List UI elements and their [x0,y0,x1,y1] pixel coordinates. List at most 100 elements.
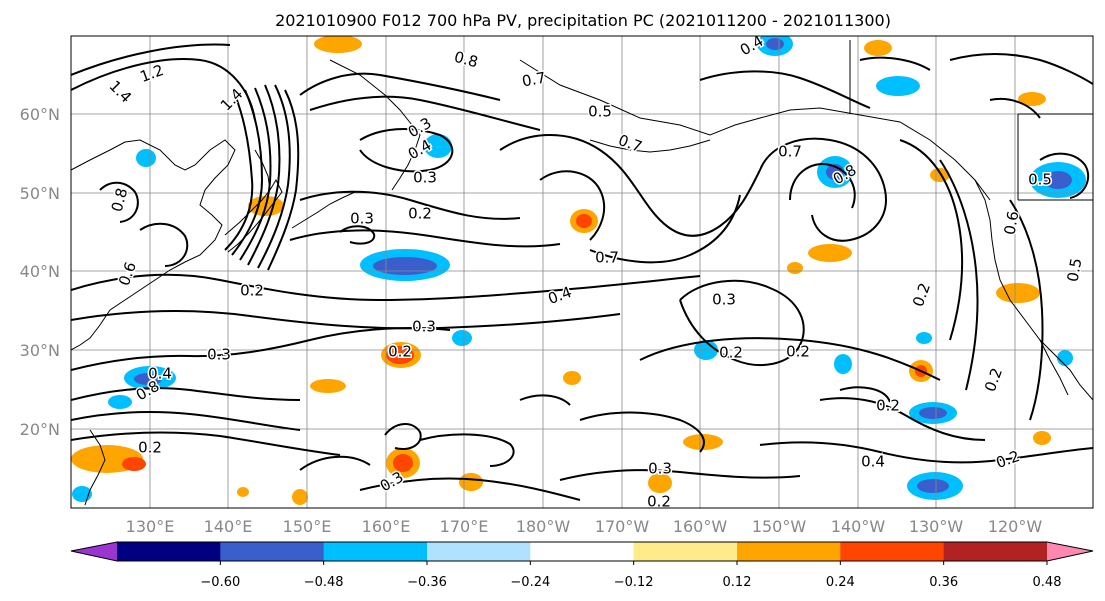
precip-neg-blob [452,330,472,346]
pv-contour [247,84,281,266]
colorbar-swatch [943,542,1048,561]
precip-pos-blob [1018,92,1046,106]
pv-contour [309,95,541,131]
pv-contour [339,225,376,245]
lat-label: 60°N [20,105,60,124]
colorbar-tick-label: −0.12 [614,575,654,590]
precip-pos-blob [648,473,672,493]
pv-contour [789,163,856,209]
contour-label: 0.4 [148,365,172,383]
colorbar-tick-label: −0.24 [510,575,550,590]
contour-label: 0.3 [413,169,437,187]
precip-pos-blob [237,487,249,497]
lon-label: 130°W [909,517,964,536]
coastline-baja [1039,339,1069,396]
contour-label: 0.7 [595,249,619,267]
pv-contour [579,411,705,453]
precip-neg-blob [136,149,156,167]
precip-neg-core [373,257,437,275]
pv-contour [71,273,701,302]
pv-contour [1009,199,1044,421]
lon-label: 140°E [204,517,253,536]
pv-contour [679,279,805,366]
precip-neg-core [917,479,949,493]
colorbar-swatch [323,542,428,561]
colorbar-ticks: −0.60 −0.48 −0.36 −0.24 −0.12 0.12 0.24 0.36 0.4… [200,561,1061,590]
pv-contour [384,423,422,450]
colorbar-tick-label: 0.24 [826,575,855,590]
precip-neg-blob [108,395,132,409]
lon-label: 120°W [988,517,1043,536]
colorbar-extend-max [1047,542,1093,561]
colorbar-swatch [840,542,945,561]
pv-contour [519,394,571,406]
lon-label: 160°W [673,517,728,536]
lat-label: 40°N [20,262,60,281]
pv-contour [257,84,291,269]
pv-contour [899,139,964,341]
pv-contour [949,53,1093,85]
pv-contour [299,455,371,471]
lon-label: 160°E [362,517,411,536]
coastlines [71,59,1093,506]
contour-label: 0.2 [647,493,671,511]
coastline-japan [224,178,283,253]
map-frame [70,35,1094,509]
contour-label: 0.5 [588,103,612,121]
pv-contour [359,477,581,501]
pv-contour [71,310,621,330]
pv-contour [589,194,741,264]
colorbar-tick-label: −0.48 [304,575,344,590]
pv-contour [99,181,139,223]
pv-contour [299,72,501,101]
pv-contour [859,56,931,71]
precip-pos-blob [1033,431,1051,445]
lat-axis: 60°N 50°N 40°N 30°N 20°N [20,105,60,439]
lat-label: 30°N [20,341,60,360]
contour-label: 0.3 [712,291,736,309]
pv-contour [71,43,231,76]
lon-label: 170°W [595,517,650,536]
pv-contour [989,98,1041,119]
pv-contour [359,127,454,173]
coastline-na-west [974,179,1093,401]
precip-pos-core [393,454,413,472]
pv-contour [839,386,891,403]
contour-label: 0.2 [786,343,810,361]
region-border [849,40,1093,201]
contour-label: 0.4 [861,453,885,471]
lat-label: 20°N [20,420,60,439]
contour-label: 0.3 [207,346,231,364]
colorbar-tick-label: −0.36 [407,575,447,590]
contour-label: 0.3 [412,318,436,336]
coastline-philippines [84,429,106,506]
precip-pos-blob [314,36,362,53]
contour-label: 0.2 [876,397,900,415]
map-panel: 1.21.4 1.40.80.70.30.50.40.70.40.50.30.20… [20,30,1094,536]
precip-neg-core [134,373,162,385]
pv-contours [71,43,1093,501]
precip-pos-blob [864,40,892,56]
colorbar-tick-label: 0.12 [723,575,752,590]
pv-contour [1039,152,1090,199]
precip-neg-blob [424,134,452,158]
colorbar-swatch [427,542,531,561]
colorbar-extend-min [71,542,117,561]
precip-pos-blob [787,262,803,274]
colorbar-tick-label: −0.60 [200,575,240,590]
lon-label: 130°E [126,517,175,536]
precip-neg-core [1044,171,1072,189]
precip-neg-core [919,407,947,419]
lon-label: 150°E [283,517,332,536]
precip-neg-core [766,38,784,50]
graticule [71,36,1093,508]
colorbar-tick-label: 0.36 [929,575,958,590]
lon-label: 170°E [440,517,489,536]
colorbar-swatch [737,542,841,561]
pv-contour [289,229,561,248]
precip-pos-core [122,457,146,471]
lon-label: 140°W [831,517,886,536]
contour-label: 0.7 [778,143,802,161]
precip-neg-blob [1057,350,1073,366]
pv-contour [267,89,300,271]
